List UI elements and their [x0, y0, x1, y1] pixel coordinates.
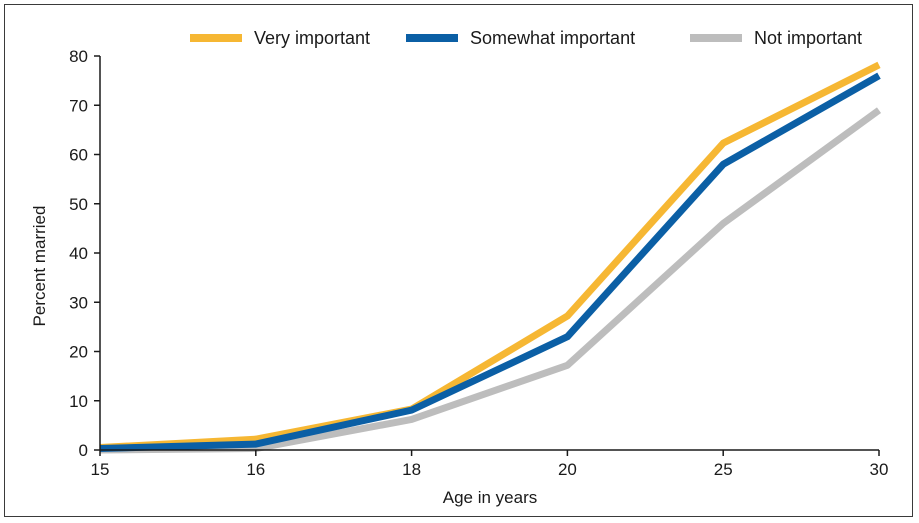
series-line-not-important — [99, 107, 882, 454]
y-tick-label: 70 — [69, 96, 88, 115]
y-tick-label: 0 — [79, 441, 88, 460]
x-ticks: 15 16 18 20 25 30 — [91, 450, 889, 479]
legend-item: Somewhat important — [406, 28, 635, 48]
y-tick-label: 50 — [69, 195, 88, 214]
y-ticks: 0 10 20 30 40 50 60 70 80 — [69, 47, 100, 460]
legend-item: Very important — [190, 28, 370, 48]
y-tick-label: 10 — [69, 392, 88, 411]
x-tick-label: 18 — [402, 460, 421, 479]
legend-item: Not important — [690, 28, 862, 48]
series-line-somewhat-important — [99, 72, 881, 453]
x-tick-label: 15 — [91, 460, 110, 479]
y-axis-label: Percent married — [30, 206, 49, 327]
y-tick-label: 30 — [69, 293, 88, 312]
legend: Very important Somewhat important Not impo… — [190, 28, 862, 48]
x-axis-label: Age in years — [443, 488, 538, 507]
y-tick-label: 60 — [69, 146, 88, 165]
chart-frame — [4, 4, 913, 517]
y-tick-label: 40 — [69, 244, 88, 263]
x-tick-label: 30 — [870, 460, 889, 479]
legend-label: Somewhat important — [470, 28, 635, 48]
legend-label: Very important — [254, 28, 370, 48]
series-line-very-important — [99, 61, 881, 452]
y-tick-label: 80 — [69, 47, 88, 66]
x-tick-label: 16 — [246, 460, 265, 479]
legend-label: Not important — [754, 28, 862, 48]
x-tick-label: 25 — [714, 460, 733, 479]
x-tick-label: 20 — [558, 460, 577, 479]
series-layer — [99, 61, 882, 454]
y-tick-label: 20 — [69, 343, 88, 362]
